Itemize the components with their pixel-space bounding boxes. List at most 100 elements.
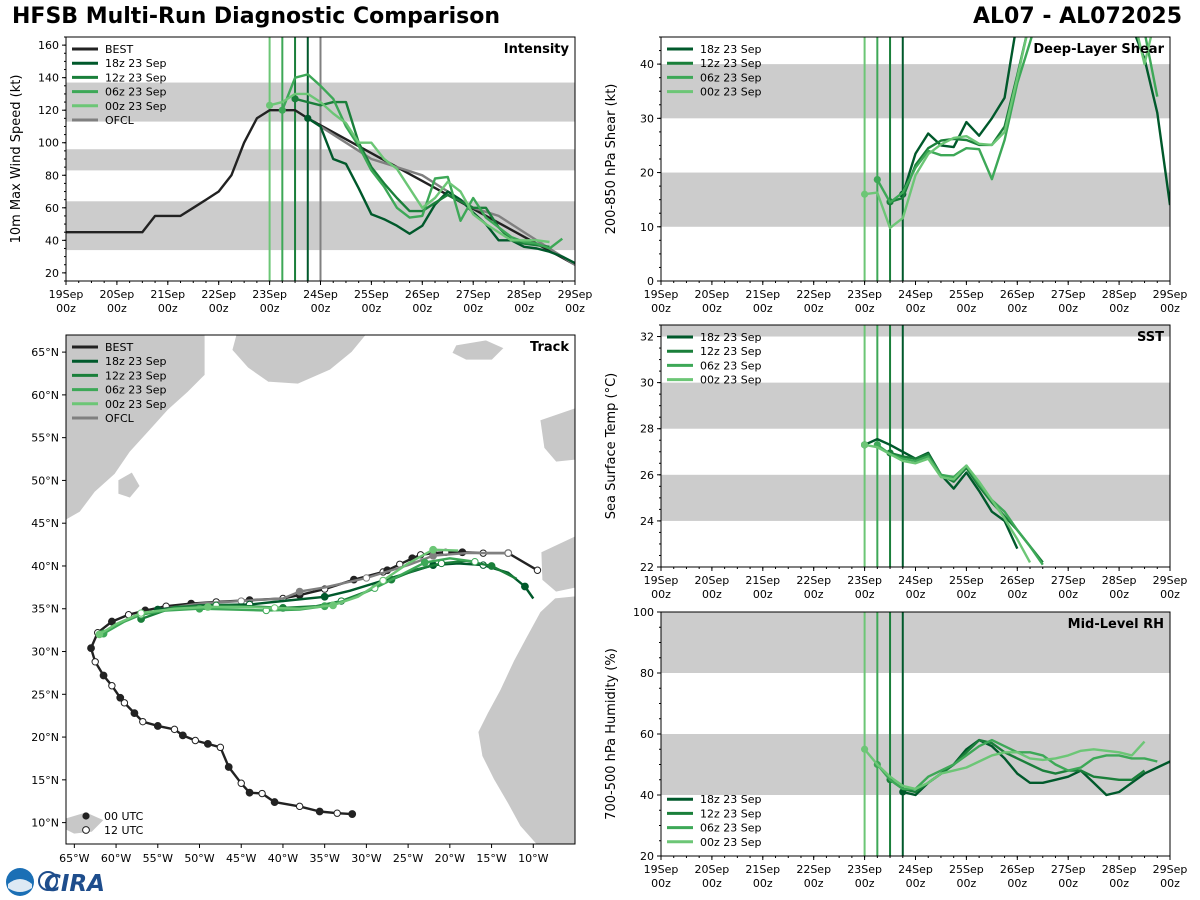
sst-xtick-label: 29Sep [1153, 574, 1188, 587]
rh-ytick-label: 100 [633, 606, 654, 619]
track-xtick-label: 40°W [268, 852, 298, 865]
track-point-best [108, 682, 116, 690]
rh-xtick-label: 25Sep [949, 863, 984, 876]
track-xtick-label: 55°W [143, 852, 173, 865]
intensity-xtick-label: 25Sep [354, 288, 389, 301]
track-point-00z-23-sep [429, 545, 438, 554]
track-point-best [533, 566, 542, 574]
intensity-xtick-sublabel: 00z [107, 302, 127, 315]
rh-xtick-label: 24Sep [898, 863, 933, 876]
sst-axes: 22242628303219Sep00z20Sep00z21Sep00z22Se… [604, 324, 1188, 601]
rh-xtick-label: 20Sep [695, 863, 730, 876]
track-point-best [203, 740, 212, 748]
sst-xtick-sublabel: 00z [1109, 588, 1129, 601]
shear-xtick-label: 27Sep [1051, 288, 1086, 301]
sst-xtick-sublabel: 00z [906, 588, 926, 601]
shear-init-lines [863, 37, 904, 281]
sst-xtick-sublabel: 00z [702, 588, 722, 601]
intensity-ytick-label: 140 [38, 72, 59, 85]
track-line-00z-23-sep [98, 548, 459, 636]
track-point-best [120, 699, 129, 707]
intensity-line-06z-23-sep [281, 73, 564, 250]
track-point-best [295, 802, 304, 811]
rh-xtick-sublabel: 00z [651, 877, 671, 890]
track-point-best [191, 736, 200, 745]
track-point-best [153, 722, 162, 730]
sst-ytick-label: 28 [640, 423, 654, 436]
shear-ytick-label: 10 [640, 221, 654, 234]
sst-xtick-sublabel: 00z [1007, 588, 1027, 601]
sst-xtick-label: 27Sep [1051, 574, 1086, 587]
track-point-ofcl [362, 574, 371, 582]
shear-band-1 [661, 64, 1170, 119]
sst-xtick-sublabel: 00z [957, 588, 977, 601]
track-xtick-label: 15°W [476, 852, 506, 865]
greenland-land [231, 335, 367, 385]
shear-start-point-00z-23-sep [861, 190, 869, 198]
sst-panel-title: SST [1137, 330, 1164, 345]
marker-12utc-symbol [82, 826, 90, 834]
intensity-xtick-label: 21Sep [150, 288, 185, 301]
track-land [66, 335, 575, 844]
track-ytick-label: 35°N [31, 603, 59, 616]
shear-ytick-label: 20 [640, 167, 654, 180]
track-point-best [170, 725, 179, 734]
track-point-best [315, 807, 324, 816]
scandinavia-land [539, 407, 575, 463]
shear-xtick-label: 24Sep [898, 288, 933, 301]
intensity-ytick-label: 40 [45, 234, 59, 247]
intensity-xtick-sublabel: 00z [56, 302, 76, 315]
shear-ytick-label: 30 [640, 112, 654, 125]
shear-axes: 01020304019Sep00z20Sep00z21Sep00z22Sep00… [604, 36, 1187, 315]
cira-logo-text: CIRA [44, 871, 105, 897]
rh-xtick-label: 21Sep [745, 863, 780, 876]
shear-xtick-sublabel: 00z [804, 302, 824, 315]
africa-land [477, 595, 575, 844]
shear-xtick-sublabel: 00z [651, 302, 671, 315]
sst-line-00z-23-sep [864, 443, 1032, 563]
intensity-legend-label: 06z 23 Sep [105, 86, 167, 99]
shear-xtick-sublabel: 00z [1058, 302, 1078, 315]
intensity-xtick-label: 27Sep [456, 288, 491, 301]
track-point-best [116, 693, 125, 702]
rh-xtick-sublabel: 00z [804, 877, 824, 890]
shear-start-point-06z-23-sep [873, 176, 881, 184]
rh-bands [661, 612, 1170, 795]
shear-legend-label: 00z 23 Sep [700, 86, 762, 99]
newfoundland-land [117, 471, 141, 499]
sst-ytick-label: 32 [640, 331, 654, 344]
rh-legend-label: 18z 23 Sep [700, 793, 762, 806]
intensity-xtick-sublabel: 00z [260, 302, 280, 315]
intensity-ytick-label: 60 [45, 202, 59, 215]
shear-xtick-sublabel: 00z [855, 302, 875, 315]
rh-xtick-label: 23Sep [847, 863, 882, 876]
track-legend-label: 00z 23 Sep [105, 398, 167, 411]
rh-xtick-label: 27Sep [1051, 863, 1086, 876]
intensity-panel-title: Intensity [504, 42, 570, 57]
track-series [87, 545, 542, 818]
rh-xtick-sublabel: 00z [957, 877, 977, 890]
shear-xtick-label: 26Sep [1000, 288, 1035, 301]
track-ytick-label: 60°N [31, 389, 59, 402]
track-point-00z-23-sep [95, 630, 104, 639]
sst-ytick-label: 26 [640, 469, 654, 482]
intensity-xtick-sublabel: 00z [565, 302, 585, 315]
track-point-06z-23-sep [471, 557, 479, 566]
track-axes: 10°N 15°N 20°N 25°N 30°N 35°N 40°N 45°N 50°N 55°N… [31, 340, 569, 865]
track-xtick-label: 30°W [351, 852, 381, 865]
sst-ytick-label: 22 [640, 561, 654, 574]
track-point-best [333, 809, 341, 817]
rh-band-0 [661, 734, 1170, 795]
shear-line-06z-23-sep [876, 37, 1159, 204]
rh-legend-label: 00z 23 Sep [700, 836, 762, 849]
track-point-best [91, 658, 99, 666]
shear-xtick-sublabel: 00z [957, 302, 977, 315]
track-line-ofcl [157, 551, 509, 611]
intensity-xtick-sublabel: 00z [158, 302, 178, 315]
intensity-xtick-label: 22Sep [201, 288, 236, 301]
track-legend-label: 06z 23 Sep [105, 384, 167, 397]
track-point-best [270, 798, 279, 806]
sst-xtick-label: 22Sep [796, 574, 831, 587]
track-ytick-label: 20°N [31, 731, 59, 744]
